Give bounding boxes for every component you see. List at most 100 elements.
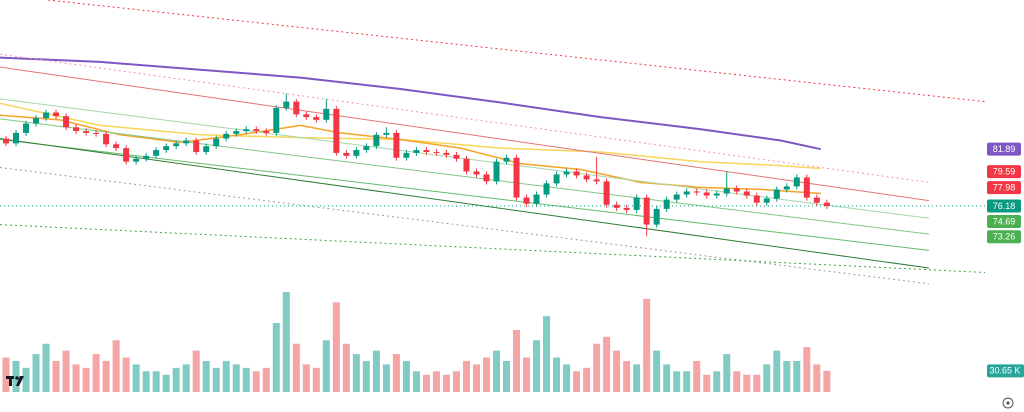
candle-body (803, 177, 810, 198)
candle-body (143, 155, 150, 159)
candle-body (113, 144, 120, 149)
candle-body (93, 132, 100, 134)
volume-bar (613, 350, 621, 392)
candle-body (723, 188, 730, 194)
volume-bar (653, 350, 661, 392)
volume-bar (232, 364, 240, 392)
volume-bar (623, 360, 631, 392)
volume-bar (743, 374, 751, 392)
volume-bar (733, 371, 741, 392)
candle-body (593, 179, 600, 182)
price-badge-bg (987, 165, 1021, 179)
volume-bar (573, 371, 581, 392)
indicator-line (0, 56, 822, 151)
price-badge-bg (987, 215, 1021, 229)
volume-bar (422, 374, 430, 392)
candle-body (153, 150, 160, 156)
volume-bar (332, 302, 340, 392)
indicator-line (0, 114, 821, 195)
price-badge: 74.69 (993, 216, 1016, 226)
settings-icon[interactable] (1002, 397, 1014, 409)
volume-bar (813, 364, 821, 392)
volume-bar (462, 360, 470, 392)
volume-bar (382, 364, 390, 392)
volume-bar (553, 357, 561, 392)
volume-bar (452, 371, 460, 392)
volume-bar (202, 360, 210, 392)
candle-body (123, 148, 130, 162)
candle-body (3, 138, 10, 144)
candle-body (653, 208, 660, 225)
candle-body (623, 207, 630, 210)
candle-body (613, 204, 620, 208)
candle-body (443, 152, 450, 155)
volume-bar (763, 364, 771, 392)
candle-body (583, 175, 590, 180)
volume-bar (493, 350, 501, 392)
candle-body (823, 202, 830, 206)
candle-body (323, 108, 330, 120)
volume-bar (222, 360, 230, 392)
volume-bar (312, 367, 320, 392)
volume-bar (703, 374, 711, 392)
volume-bar (92, 354, 100, 392)
volume-bar (362, 360, 370, 392)
indicator-line (0, 66, 929, 202)
volume-bar (773, 350, 781, 392)
candle-body (643, 197, 650, 225)
volume-bar (162, 374, 170, 392)
volume-bar (402, 360, 410, 392)
candle-body (33, 118, 40, 124)
candle-body (363, 146, 370, 151)
candle-body (313, 117, 320, 120)
candle-body (663, 199, 670, 209)
candle-body (703, 192, 710, 196)
candle-body (533, 194, 540, 204)
volume-bar (823, 370, 831, 392)
volume-bar (42, 343, 50, 392)
volume-bar (142, 371, 150, 392)
candle-body (683, 191, 690, 195)
axis-layer: 81.89 79.59 77.98 74.69 73.26 76.18 30.65 K (987, 142, 1024, 378)
volume-bar (12, 360, 20, 392)
price-badge: 77.98 (993, 183, 1016, 193)
volume-bar (322, 340, 330, 392)
volume-bar (482, 357, 490, 392)
candle-body (213, 138, 220, 147)
volume-bar (643, 298, 651, 392)
candle-body (413, 150, 420, 153)
volume-bar (603, 336, 611, 392)
volume-bar (132, 364, 140, 392)
volume-bar (182, 364, 190, 392)
candle-body (73, 127, 80, 132)
price-badge: 81.89 (993, 144, 1016, 154)
volume-bar (32, 354, 40, 392)
candle-body (693, 191, 700, 193)
volume-bar (803, 347, 811, 392)
candle-body (303, 114, 310, 118)
candle-body (773, 189, 780, 199)
volume-bar (282, 292, 290, 392)
volume-bar (212, 367, 220, 392)
volume-bar (252, 371, 260, 392)
volume-bar (633, 364, 641, 392)
candle-body (373, 134, 380, 147)
volume-bar (62, 350, 70, 392)
volume-bar (472, 364, 480, 392)
candle-body (173, 143, 180, 147)
candle-body (203, 146, 210, 152)
candle-body (243, 129, 250, 132)
candle-body (573, 171, 580, 176)
candle-body (353, 150, 360, 156)
price-badge: 79.59 (993, 166, 1016, 176)
volume-bar (442, 374, 450, 392)
volume-bar (292, 343, 300, 392)
volume-bar (673, 371, 681, 392)
tv-logo (6, 376, 24, 386)
volume-bar (513, 329, 521, 392)
volume-bar (713, 371, 721, 392)
candle-body (473, 171, 480, 175)
volume-bar (533, 340, 541, 392)
candle-body (333, 108, 340, 153)
volume-badge-bg (987, 364, 1024, 378)
